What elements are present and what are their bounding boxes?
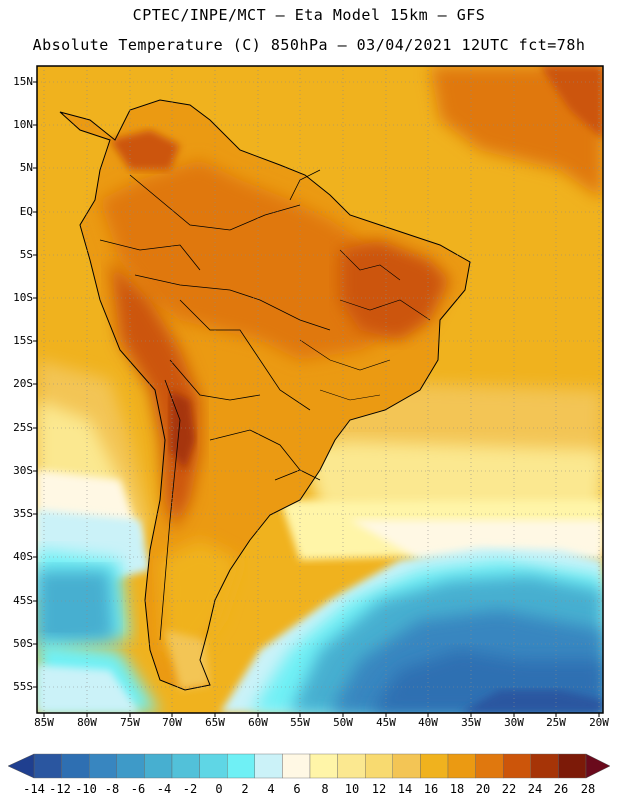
colorbar-cell <box>88 753 117 779</box>
colorbar-cell <box>254 753 283 779</box>
map-frame <box>36 65 604 714</box>
tick-marks <box>33 81 600 717</box>
lon-label: 55W <box>290 716 310 729</box>
colorbar-label: 14 <box>397 782 413 796</box>
southern-pacific-pale <box>37 665 140 713</box>
colorbar-label: 10 <box>344 782 360 796</box>
colorbar-label: 16 <box>423 782 439 796</box>
colorbar-label: -10 <box>75 782 97 796</box>
colorbar-label: -2 <box>182 782 198 796</box>
lon-label: 85W <box>34 716 54 729</box>
colorbar-cell <box>199 753 228 779</box>
colorbar-cell <box>61 753 90 779</box>
lat-label: 55S <box>13 680 33 693</box>
lat-label: 45S <box>13 594 33 607</box>
colorbar-cell <box>392 753 421 779</box>
colorbar-label: -14 <box>23 782 45 796</box>
colorbar-label: 28 <box>580 782 596 796</box>
lon-label: 20W <box>589 716 609 729</box>
ne-warm-region <box>430 66 603 200</box>
lat-label: 10N <box>13 118 33 131</box>
colorbar-left-arrow <box>7 753 35 779</box>
colorbar-cell <box>309 753 338 779</box>
title-line-1: CPTEC/INPE/MCT – Eta Model 15km – GFS <box>132 6 486 24</box>
colorbar-label: 2 <box>241 782 249 796</box>
lon-label: 35W <box>461 716 481 729</box>
lat-label: 5S <box>19 248 33 261</box>
lat-label: 50S <box>13 637 33 650</box>
colorbar-right-arrow <box>585 753 611 779</box>
lon-label: 40W <box>418 716 438 729</box>
lat-label: 20S <box>13 377 33 390</box>
colorbar-label: -12 <box>49 782 71 796</box>
country-borders <box>99 169 331 641</box>
lat-label: 15S <box>13 334 33 347</box>
lon-label: 70W <box>162 716 182 729</box>
lon-label: 50W <box>333 716 353 729</box>
coastline <box>59 99 471 691</box>
patagonia-warm <box>160 540 240 660</box>
ne-hot-core <box>540 66 603 140</box>
state-borders <box>299 249 431 401</box>
lat-label: 15N <box>13 75 33 88</box>
lon-label: 45W <box>376 716 396 729</box>
lon-label: 75W <box>120 716 140 729</box>
colorbar-cell <box>365 753 394 779</box>
colorbar-label: 4 <box>267 782 275 796</box>
lon-label: 25W <box>546 716 566 729</box>
colorbar-label: 6 <box>293 782 301 796</box>
andes-hot-strip <box>110 260 200 530</box>
lat-label: EQ <box>19 205 33 218</box>
north-andes-hot <box>110 130 180 170</box>
colorbar-label: 24 <box>527 782 543 796</box>
colorbar-cell <box>116 753 145 779</box>
lat-label: 25S <box>13 421 33 434</box>
lon-label: 60W <box>248 716 268 729</box>
colorbar-cell <box>171 753 200 779</box>
colorbar-cell <box>226 753 255 779</box>
lat-label: 5N <box>19 161 33 174</box>
colorbar-cell <box>33 753 62 779</box>
colorbar-cell <box>282 753 311 779</box>
lon-label: 80W <box>77 716 97 729</box>
colorbar-label: 22 <box>501 782 517 796</box>
colorbar-label: -4 <box>156 782 172 796</box>
colorbar-label: 18 <box>449 782 465 796</box>
cold-pool-deep-core <box>460 690 603 713</box>
colorbar-label: 20 <box>475 782 491 796</box>
title-line-2: Absolute Temperature (C) 850hPa – 03/04/… <box>32 36 586 54</box>
lat-label: 40S <box>13 550 33 563</box>
lon-label: 30W <box>504 716 524 729</box>
colorbar-cells <box>33 753 587 779</box>
south-tip-cooler <box>165 630 210 690</box>
lat-label: 35S <box>13 507 33 520</box>
map-field <box>37 66 603 713</box>
colorbar-label: -8 <box>104 782 120 796</box>
lon-label: 65W <box>205 716 225 729</box>
colorbar-cell <box>475 753 504 779</box>
colorbar-cell <box>558 753 587 779</box>
lat-label: 30S <box>13 464 33 477</box>
colorbar-label: 0 <box>215 782 223 796</box>
colorbar-label: 26 <box>553 782 569 796</box>
colorbar-cell <box>337 753 366 779</box>
lat-label: 10S <box>13 291 33 304</box>
colorbar-label: 12 <box>371 782 387 796</box>
colorbar-cell <box>447 753 476 779</box>
colorbar-label: -6 <box>130 782 146 796</box>
colorbar-cell <box>420 753 449 779</box>
colorbar-cell <box>503 753 532 779</box>
colorbar-label: 8 <box>321 782 329 796</box>
colorbar-cell <box>144 753 173 779</box>
pacific-colder-band <box>37 570 115 650</box>
colorbar-cell <box>530 753 559 779</box>
